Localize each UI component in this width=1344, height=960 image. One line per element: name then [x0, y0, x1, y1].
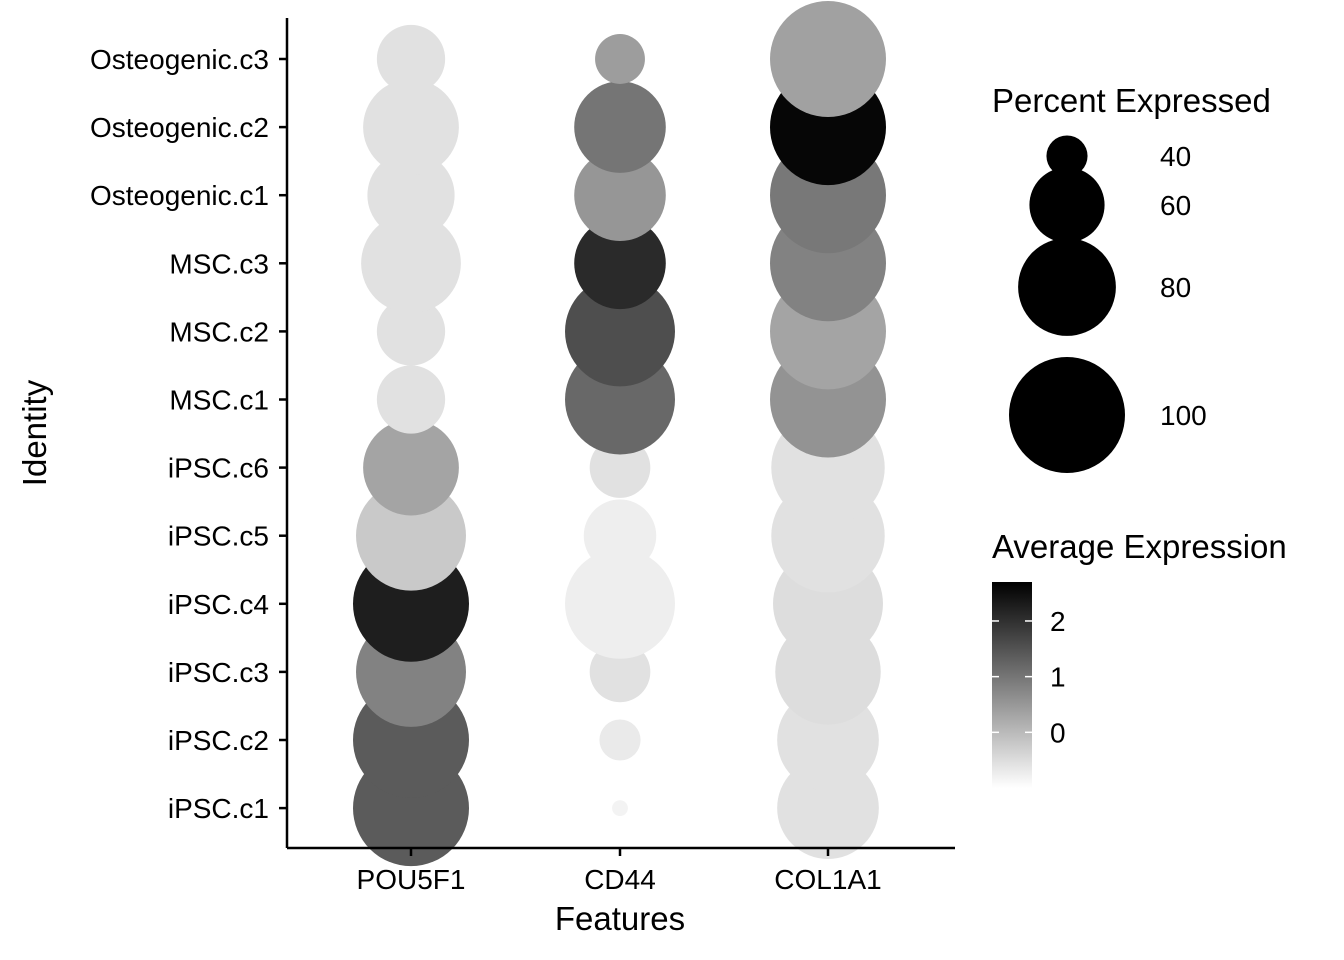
dot-pou5f1-msc-c1 [376, 365, 446, 434]
dot-pou5f1-osteogenic-c1 [367, 151, 455, 239]
color-legend-bar [992, 582, 1032, 788]
dot-cd44-osteogenic-c1 [574, 149, 666, 241]
dot-cd44-ipsc-c1 [612, 800, 628, 817]
color-legend-title: Average Expression [992, 528, 1287, 565]
x-ticks: POU5F1 CD44 COL1A1 [357, 848, 882, 895]
size-legend-title: Percent Expressed [992, 82, 1271, 119]
dot-col1a1-osteogenic-c3 [770, 1, 886, 117]
y-tick-label: MSC.c1 [169, 385, 269, 416]
dot-pou5f1-msc-c2 [376, 297, 446, 366]
size-legend-label: 60 [1160, 190, 1191, 221]
y-tick-label: iPSC.c3 [168, 657, 269, 688]
size-legend: 40 60 80 100 [1009, 135, 1207, 473]
dot-pou5f1-osteogenic-c3 [376, 24, 446, 94]
y-tick-label: iPSC.c1 [168, 793, 269, 824]
y-tick-label: iPSC.c5 [168, 521, 269, 552]
dot-cd44-ipsc-c3 [589, 641, 651, 703]
dot-cd44-ipsc-c5 [583, 499, 657, 572]
dots-layer [353, 1, 886, 867]
y-tick-label: Osteogenic.c2 [90, 112, 269, 143]
y-tick-label: iPSC.c2 [168, 725, 269, 756]
y-tick-label: Osteogenic.c3 [90, 44, 269, 75]
y-tick-label: Osteogenic.c1 [90, 180, 269, 211]
dot-cd44-msc-c3 [574, 217, 666, 310]
color-legend-label: 0 [1050, 717, 1066, 748]
x-tick-label: COL1A1 [774, 864, 881, 895]
x-tick-label: CD44 [584, 864, 656, 895]
size-legend-dot [1009, 357, 1125, 473]
dot-cd44-ipsc-c4 [565, 548, 675, 659]
x-axis-title: Features [555, 900, 685, 937]
dot-pou5f1-osteogenic-c2 [363, 79, 459, 175]
dot-cd44-osteogenic-c2 [574, 81, 666, 173]
y-ticks: iPSC.c1 iPSC.c2 iPSC.c3 iPSC.c4 iPSC.c5 iPSC.… [90, 44, 287, 824]
size-legend-dot [1018, 238, 1116, 336]
y-tick-label: iPSC.c4 [168, 589, 269, 620]
size-legend-label: 100 [1160, 400, 1207, 431]
dot-pou5f1-ipsc-c5 [356, 480, 466, 591]
color-legend-label: 1 [1050, 662, 1066, 693]
color-legend-label: 2 [1050, 606, 1066, 637]
x-tick-label: POU5F1 [357, 864, 466, 895]
dot-cd44-ipsc-c6 [589, 437, 651, 498]
color-legend: 0 1 2 [992, 606, 1066, 748]
y-tick-label: MSC.c2 [169, 316, 269, 347]
y-tick-label: MSC.c3 [169, 248, 269, 279]
size-legend-dot [1046, 135, 1088, 177]
size-legend-label: 80 [1160, 272, 1191, 303]
y-axis-title: Identity [16, 379, 53, 486]
dot-cd44-ipsc-c2 [599, 719, 641, 761]
dot-pou5f1-ipsc-c6 [363, 419, 459, 516]
size-legend-label: 40 [1160, 141, 1191, 172]
dot-cd44-msc-c2 [565, 276, 675, 387]
dot-cd44-osteogenic-c3 [595, 34, 645, 84]
y-tick-label: iPSC.c6 [168, 453, 269, 484]
size-legend-dot [1029, 167, 1105, 243]
dot-pou5f1-msc-c3 [361, 213, 461, 314]
